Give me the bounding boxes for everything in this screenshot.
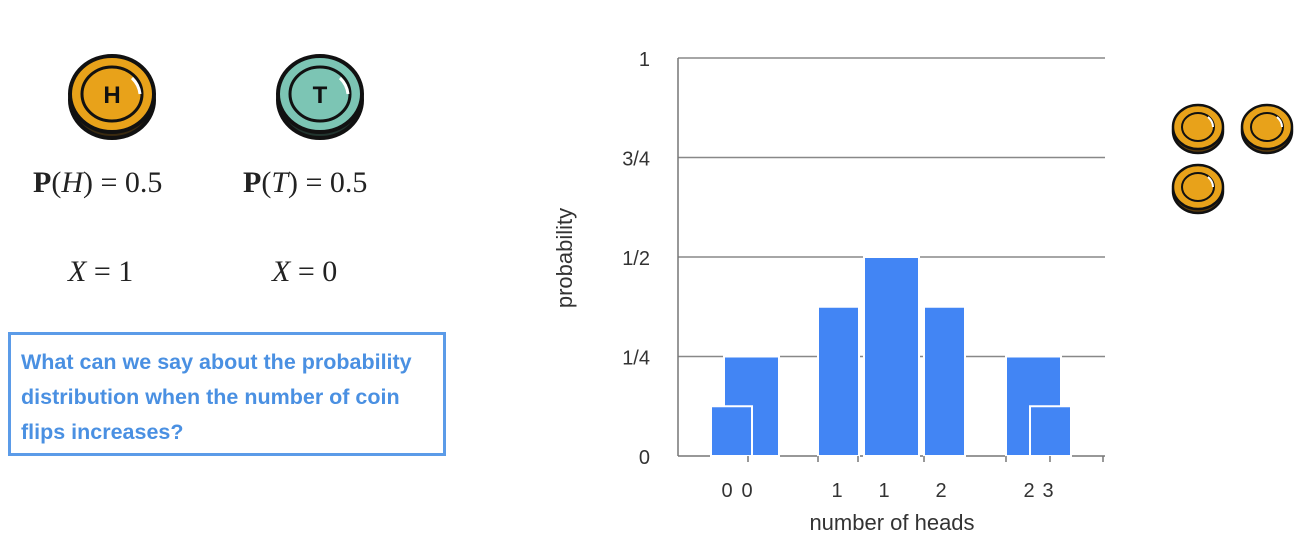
heads-x-value: X = 1: [68, 255, 134, 288]
x-tick-label: 2: [1023, 480, 1034, 502]
x-tick-label: 2: [935, 480, 946, 502]
small-coin-icon: [1171, 163, 1225, 215]
small-coin-icon: [1171, 103, 1225, 155]
y-tick-label: 1/4: [622, 348, 650, 370]
heads-probability: P(H) = 0.5: [33, 166, 163, 199]
x-axis-label: number of heads: [809, 510, 974, 535]
bar: [710, 405, 753, 457]
bar: [863, 256, 920, 457]
heads-coin-icon: H: [68, 54, 156, 140]
y-tick-label: 0: [639, 447, 650, 469]
question-box: What can we say about the probability di…: [8, 332, 446, 456]
x-tick-label: 1: [878, 480, 889, 502]
bar: [817, 305, 860, 457]
x-tick-label: 0: [721, 480, 732, 502]
y-tick-label: 1: [639, 49, 650, 71]
y-tick-label: 1/2: [622, 248, 650, 270]
tails-probability: P(T) = 0.5: [243, 166, 368, 199]
x-tick-label: 1: [831, 480, 842, 502]
y-tick-label: 3/4: [622, 149, 650, 171]
bar: [1029, 405, 1072, 457]
small-coin-icon: [1240, 103, 1294, 155]
tails-coin-icon: T: [276, 54, 364, 140]
y-axis-label: probability: [552, 208, 577, 308]
bar: [923, 305, 966, 457]
tails-letter: T: [313, 82, 328, 109]
x-tick-label: 3: [1042, 480, 1053, 502]
tails-x-value: X = 0: [272, 255, 338, 288]
heads-letter: H: [103, 82, 120, 109]
x-tick-label: 0: [741, 480, 752, 502]
